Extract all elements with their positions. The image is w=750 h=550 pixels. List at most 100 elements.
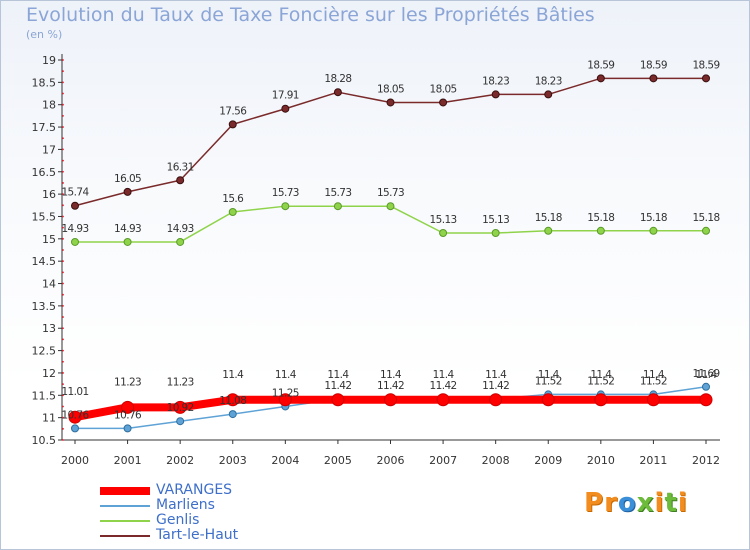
- data-point: [702, 74, 710, 83]
- data-label: 11.01: [61, 386, 88, 398]
- y-tick-label: 12.5: [32, 345, 57, 358]
- data-point: [544, 226, 553, 235]
- data-label: 10.76: [61, 409, 89, 421]
- y-minor-dot: [62, 360, 64, 363]
- y-minor-dot: [62, 126, 64, 128]
- legend-swatch: [100, 505, 150, 507]
- data-label: 17.56: [219, 105, 247, 117]
- legend-label: VARANGES: [156, 482, 233, 498]
- y-minor-dot: [62, 81, 64, 84]
- x-tick-label: 2012: [692, 454, 720, 467]
- y-minor-dot: [62, 416, 64, 419]
- y-minor-dot: [62, 193, 64, 196]
- data-label: 15.18: [535, 212, 562, 224]
- legend-swatch: [100, 520, 150, 522]
- y-tick-label: 11.5: [32, 389, 57, 402]
- y-tick-label: 11: [42, 412, 56, 425]
- data-label: 11.52: [535, 375, 562, 387]
- data-label: 11.4: [538, 369, 560, 381]
- data-point: [544, 90, 553, 99]
- data-point: [123, 187, 132, 196]
- data-point: [176, 417, 185, 426]
- y-tick-label: 13: [42, 322, 56, 335]
- data-label: 15.73: [377, 187, 404, 199]
- data-label: 18.59: [587, 59, 614, 71]
- data-label: 16.05: [114, 173, 141, 185]
- y-minor-dot: [62, 372, 64, 374]
- data-label: 11.4: [643, 369, 665, 381]
- data-point: [702, 226, 710, 235]
- y-minor-dot: [62, 114, 64, 117]
- data-label: 10.76: [114, 409, 142, 421]
- data-point: [121, 400, 135, 414]
- x-tick-label: 2007: [429, 454, 457, 467]
- data-point: [594, 393, 608, 407]
- data-point: [228, 120, 237, 129]
- y-minor-dot: [62, 204, 64, 207]
- data-point: [176, 176, 185, 185]
- y-minor-dot: [62, 159, 64, 162]
- data-label: 18.05: [377, 83, 404, 95]
- data-point: [491, 90, 500, 99]
- data-label: 11.52: [587, 375, 614, 387]
- data-point: [386, 202, 395, 211]
- y-minor-dot: [62, 439, 64, 441]
- x-tick-label: 2001: [114, 454, 142, 467]
- data-label: 11.42: [430, 380, 457, 392]
- y-tick-label: 18.5: [32, 76, 57, 89]
- data-point: [281, 104, 290, 113]
- legend-item: Tart-le-Haut: [100, 527, 340, 544]
- y-minor-dot: [62, 338, 64, 341]
- data-label: 15.73: [272, 187, 299, 199]
- y-minor-dot: [62, 293, 64, 296]
- data-point: [649, 74, 658, 83]
- data-label: 11.4: [380, 369, 402, 381]
- data-label: 11.42: [482, 380, 509, 392]
- y-tick-label: 15: [42, 233, 56, 246]
- y-minor-dot: [62, 249, 64, 251]
- data-point: [123, 237, 132, 246]
- data-point: [596, 74, 605, 83]
- legend-label: Tart-le-Haut: [156, 527, 239, 543]
- data-point: [491, 229, 500, 238]
- data-point: [173, 400, 187, 414]
- data-point: [228, 410, 237, 419]
- y-minor-dot: [62, 92, 64, 95]
- data-label: 18.23: [535, 75, 562, 87]
- y-tick-label: 17.5: [32, 121, 57, 134]
- data-label: 11.42: [377, 380, 404, 392]
- data-label: 14.93: [167, 223, 194, 235]
- data-point: [384, 393, 397, 407]
- data-point: [333, 88, 342, 97]
- data-label: 11.23: [114, 376, 141, 388]
- y-minor-dot: [62, 271, 64, 274]
- x-tick-label: 2003: [219, 454, 247, 467]
- data-label: 11.08: [219, 395, 246, 407]
- y-minor-dot: [62, 170, 64, 173]
- data-label: 15.6: [222, 193, 244, 205]
- legend-item: Genlis: [100, 512, 340, 529]
- data-label: 11.69: [692, 368, 719, 380]
- data-point: [386, 98, 395, 107]
- unit-label: (en %): [26, 28, 63, 41]
- y-tick-label: 13.5: [32, 300, 57, 313]
- x-tick-label: 2004: [271, 454, 299, 467]
- data-label: 14.93: [61, 223, 88, 235]
- data-label: 11.4: [485, 369, 507, 381]
- proxiti-logo: Proxiti: [584, 488, 688, 518]
- legend-item: Marliens: [100, 497, 340, 514]
- data-label: 11.25: [272, 387, 299, 399]
- data-label: 16.31: [167, 161, 194, 173]
- data-label: 11.52: [640, 375, 667, 387]
- legend-swatch: [100, 487, 150, 495]
- y-minor-dot: [62, 327, 64, 330]
- data-label: 11.4: [590, 369, 612, 381]
- legend-label: Genlis: [156, 512, 200, 528]
- y-tick-label: 10.5: [32, 434, 57, 447]
- y-minor-dot: [62, 394, 64, 397]
- y-tick-label: 16: [42, 188, 56, 201]
- x-tick-label: 2002: [166, 454, 194, 467]
- data-label: 18.23: [482, 75, 509, 87]
- data-label: 11.23: [167, 376, 194, 388]
